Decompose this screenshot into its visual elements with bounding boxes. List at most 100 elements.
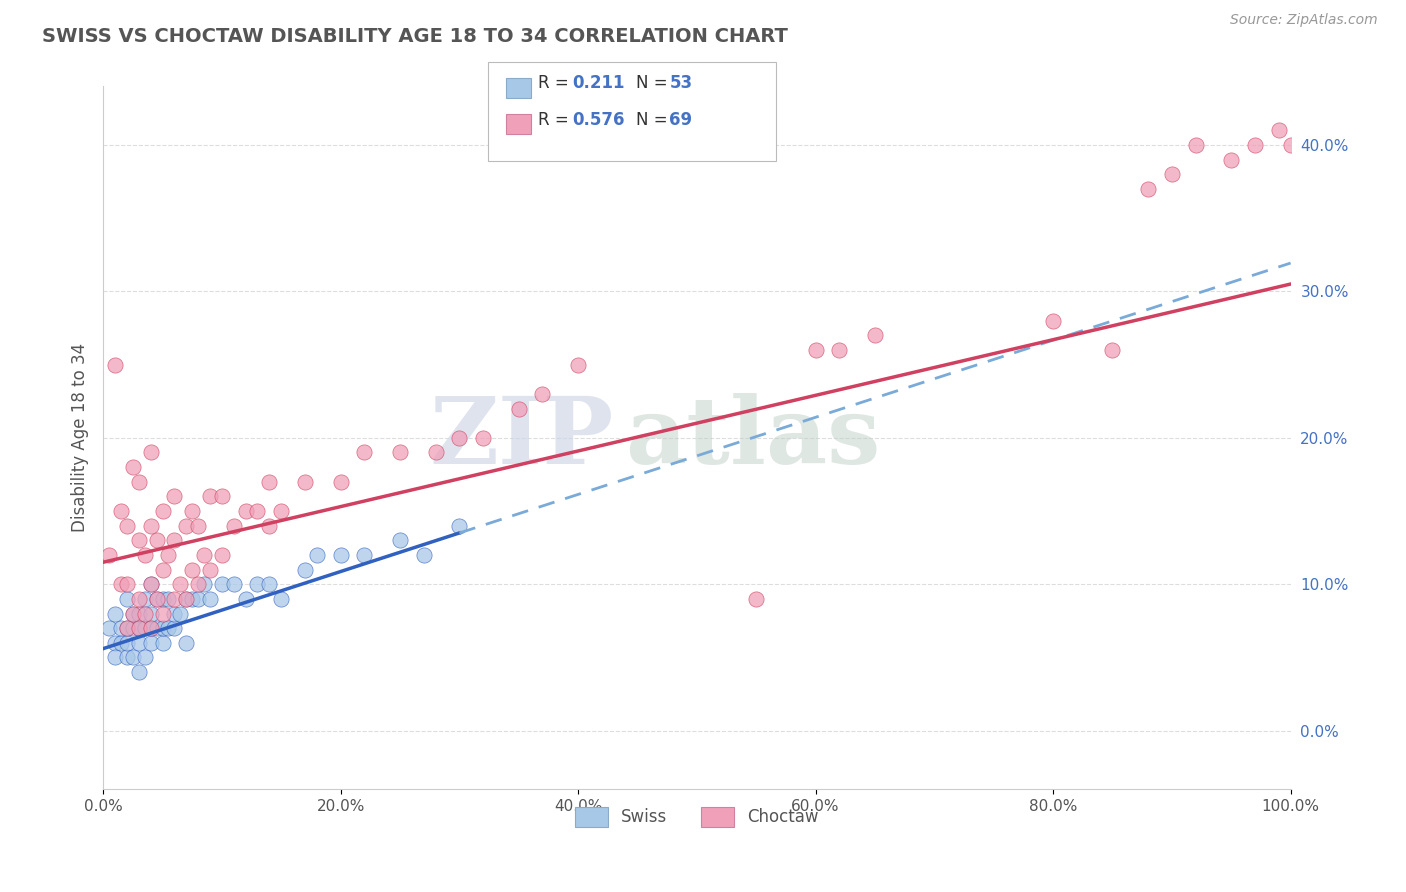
- Point: [1267, 123, 1289, 137]
- Point: [110, 577, 132, 591]
- Point: [412, 548, 434, 562]
- Point: [863, 328, 886, 343]
- Point: [181, 504, 204, 518]
- Point: [157, 548, 180, 562]
- Point: [115, 591, 138, 606]
- Point: [115, 650, 138, 665]
- Point: [222, 518, 245, 533]
- Point: [139, 607, 162, 621]
- Point: [110, 636, 132, 650]
- Point: [472, 431, 495, 445]
- Point: [294, 563, 316, 577]
- Point: [174, 591, 197, 606]
- Point: [1279, 137, 1302, 152]
- Point: [169, 607, 191, 621]
- Text: SWISS VS CHOCTAW DISABILITY AGE 18 TO 34 CORRELATION CHART: SWISS VS CHOCTAW DISABILITY AGE 18 TO 34…: [42, 27, 787, 45]
- Point: [139, 518, 162, 533]
- Point: [128, 621, 150, 635]
- Point: [145, 533, 167, 548]
- Point: [110, 621, 132, 635]
- Text: 0.576: 0.576: [572, 112, 624, 129]
- Point: [259, 577, 281, 591]
- Point: [1137, 182, 1160, 196]
- Point: [139, 577, 162, 591]
- Text: R =: R =: [538, 112, 569, 129]
- Point: [134, 621, 156, 635]
- Point: [329, 548, 352, 562]
- Point: [353, 548, 375, 562]
- Point: [235, 504, 257, 518]
- Point: [163, 489, 186, 503]
- Point: [128, 607, 150, 621]
- Point: [187, 577, 209, 591]
- Point: [104, 607, 127, 621]
- Point: [152, 563, 174, 577]
- Point: [157, 591, 180, 606]
- Point: [567, 358, 589, 372]
- Point: [1101, 343, 1123, 357]
- Point: [1220, 153, 1243, 167]
- Point: [145, 591, 167, 606]
- Point: [174, 591, 197, 606]
- Text: 69: 69: [669, 112, 692, 129]
- Point: [388, 445, 411, 459]
- Point: [449, 518, 471, 533]
- Point: [152, 591, 174, 606]
- Point: [128, 621, 150, 635]
- Point: [139, 621, 162, 635]
- Point: [115, 636, 138, 650]
- Point: [163, 607, 186, 621]
- Point: [121, 621, 143, 635]
- Point: [145, 591, 167, 606]
- Point: [259, 475, 281, 489]
- Legend: Swiss, Choctaw: Swiss, Choctaw: [568, 800, 825, 834]
- Text: atlas: atlas: [626, 392, 882, 483]
- Point: [134, 548, 156, 562]
- Point: [804, 343, 827, 357]
- Point: [110, 504, 132, 518]
- Point: [152, 636, 174, 650]
- Point: [246, 577, 269, 591]
- Point: [128, 665, 150, 679]
- Point: [211, 577, 233, 591]
- Point: [508, 401, 530, 416]
- Point: [139, 445, 162, 459]
- Point: [246, 504, 269, 518]
- Point: [259, 518, 281, 533]
- Point: [128, 533, 150, 548]
- Point: [145, 621, 167, 635]
- Point: [198, 489, 221, 503]
- Point: [152, 621, 174, 635]
- Point: [121, 607, 143, 621]
- Point: [139, 636, 162, 650]
- Point: [169, 577, 191, 591]
- Point: [121, 460, 143, 475]
- Point: [270, 591, 292, 606]
- Point: [181, 563, 204, 577]
- Point: [128, 636, 150, 650]
- Point: [152, 504, 174, 518]
- Point: [139, 577, 162, 591]
- Point: [449, 431, 471, 445]
- Point: [270, 504, 292, 518]
- Point: [163, 621, 186, 635]
- Point: [174, 518, 197, 533]
- Point: [128, 591, 150, 606]
- Point: [198, 591, 221, 606]
- Text: 0.211: 0.211: [572, 74, 624, 92]
- Point: [134, 650, 156, 665]
- Point: [134, 591, 156, 606]
- Text: Source: ZipAtlas.com: Source: ZipAtlas.com: [1230, 13, 1378, 28]
- Point: [353, 445, 375, 459]
- Point: [121, 607, 143, 621]
- Point: [211, 548, 233, 562]
- Text: ZIP: ZIP: [429, 392, 614, 483]
- Point: [1160, 167, 1182, 181]
- Point: [115, 518, 138, 533]
- Point: [1042, 313, 1064, 327]
- Point: [329, 475, 352, 489]
- Point: [187, 591, 209, 606]
- Point: [98, 548, 121, 562]
- Text: N =: N =: [636, 74, 666, 92]
- Point: [294, 475, 316, 489]
